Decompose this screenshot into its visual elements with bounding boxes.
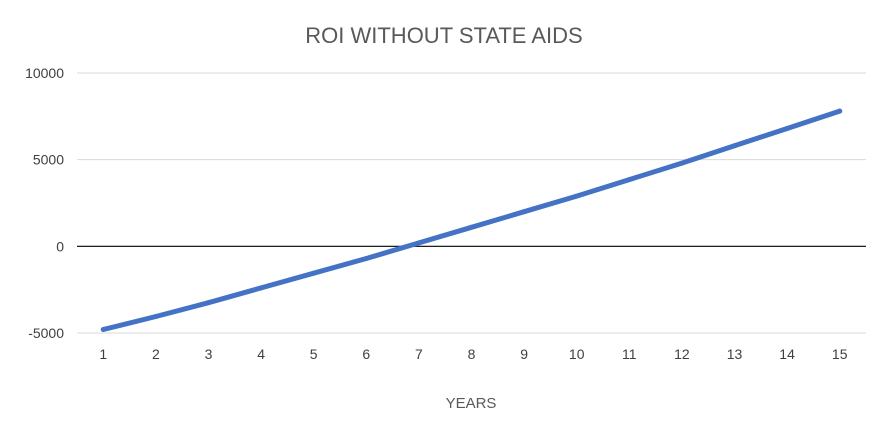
data-point (311, 270, 317, 276)
x-tick-label: 2 (152, 346, 160, 362)
x-tick-label: 14 (779, 346, 795, 362)
y-tick-label: 0 (56, 238, 64, 254)
y-axis-ticks: 10000 5000 0 -5000 (25, 65, 64, 341)
y-tick-label: 10000 (25, 65, 64, 81)
data-point (469, 224, 474, 230)
x-tick-label: 7 (415, 346, 423, 362)
data-point (837, 108, 843, 114)
data-point (416, 240, 422, 246)
y-tick-label: 5000 (33, 152, 64, 168)
data-point (679, 160, 685, 166)
x-tick-label: 13 (727, 346, 743, 362)
x-tick-label: 6 (362, 346, 370, 362)
data-point (574, 193, 580, 199)
y-tick-label: -5000 (28, 325, 64, 341)
x-tick-label: 15 (832, 346, 848, 362)
x-tick-label: 9 (520, 346, 528, 362)
x-axis-title: YEARS (446, 395, 497, 412)
x-tick-label: 12 (674, 346, 690, 362)
chart-title: ROI WITHOUT STATE AIDS (305, 23, 582, 48)
data-point (258, 285, 264, 291)
series-line (100, 108, 843, 332)
x-tick-label: 3 (205, 346, 213, 362)
x-axis-ticks: 1 2 3 4 5 6 7 8 9 10 11 12 13 14 15 (99, 346, 847, 362)
gridlines (77, 72, 866, 334)
data-point (521, 209, 527, 215)
x-tick-label: 10 (569, 346, 585, 362)
data-point (153, 314, 159, 320)
x-tick-label: 8 (468, 346, 476, 362)
data-point (732, 143, 737, 149)
x-tick-label: 11 (622, 346, 637, 362)
data-point (100, 327, 106, 333)
data-point (206, 300, 211, 306)
x-tick-label: 4 (257, 346, 265, 362)
data-point (363, 255, 369, 261)
data-point (784, 125, 790, 131)
x-tick-label: 5 (310, 346, 318, 362)
data-point (626, 177, 632, 183)
x-tick-label: 1 (99, 346, 107, 362)
series-group (100, 108, 843, 333)
